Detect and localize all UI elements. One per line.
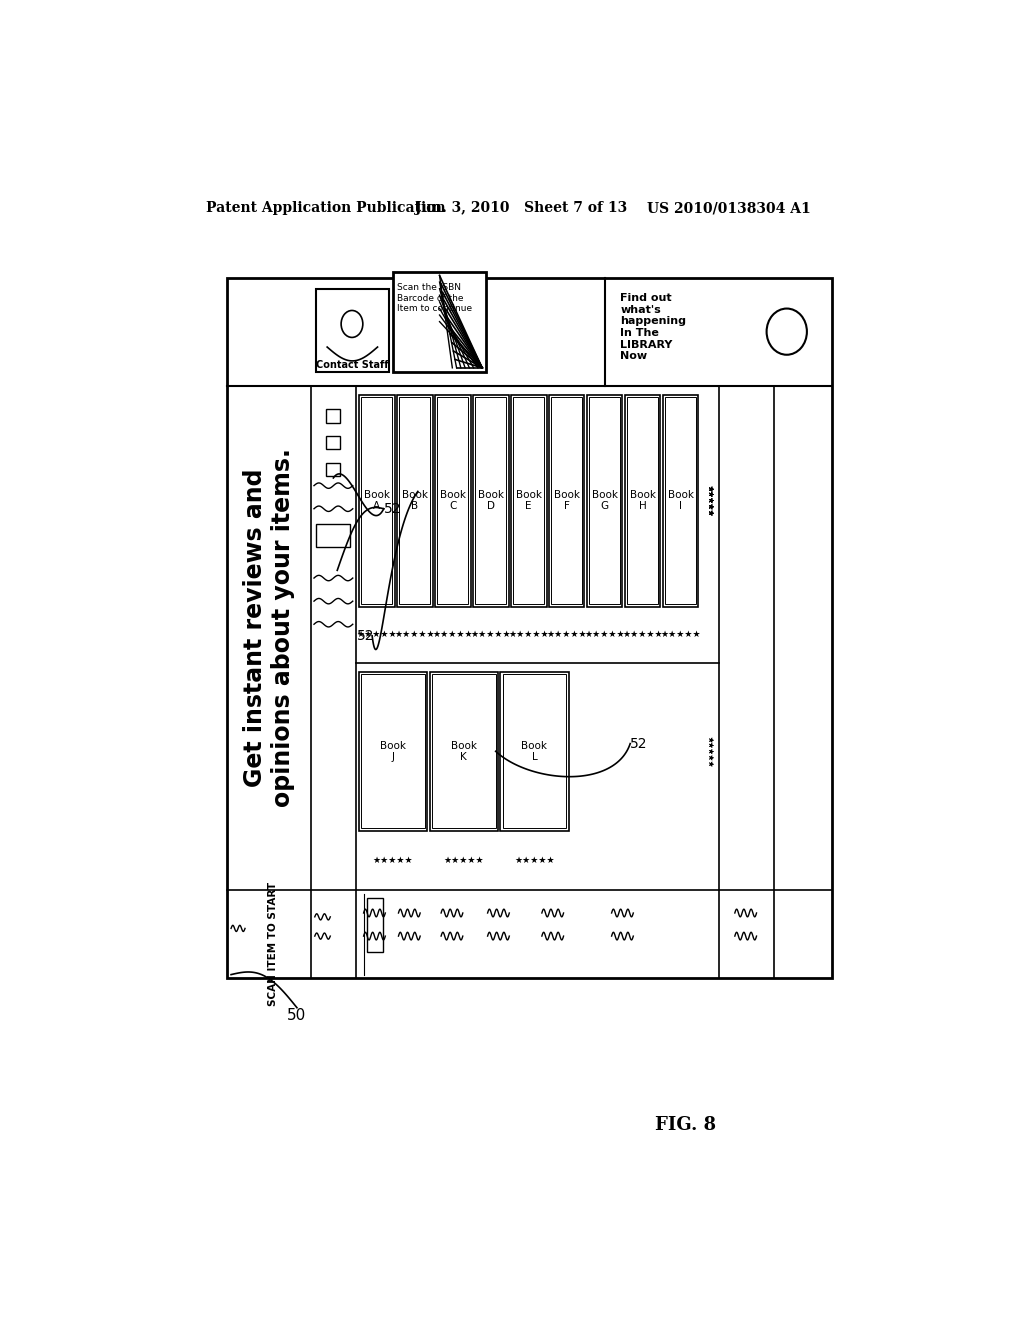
Text: Book
C: Book C — [439, 490, 466, 511]
Bar — [399, 397, 430, 605]
Text: Book
I: Book I — [668, 490, 693, 511]
Text: Find out
what's
happening
In The
LIBRARY
Now: Find out what's happening In The LIBRARY… — [621, 293, 686, 362]
Text: Book
H: Book H — [630, 490, 655, 511]
Bar — [665, 397, 696, 605]
Text: ★★★★★: ★★★★★ — [707, 484, 713, 516]
Bar — [316, 524, 350, 548]
Bar — [393, 272, 486, 372]
Ellipse shape — [341, 310, 362, 338]
Text: ★★★★★: ★★★★★ — [373, 855, 414, 865]
Text: Book
K: Book K — [451, 741, 477, 762]
Text: ★★★★★: ★★★★★ — [432, 630, 473, 639]
Text: ★★★★★: ★★★★★ — [707, 484, 713, 516]
Bar — [361, 675, 425, 829]
Bar — [359, 395, 394, 607]
Text: SCAN ITEM TO START: SCAN ITEM TO START — [268, 882, 278, 1006]
Bar — [551, 397, 583, 605]
Text: ★★★★★: ★★★★★ — [514, 855, 555, 865]
Text: ★★★★★: ★★★★★ — [508, 630, 549, 639]
Text: ★★★★★: ★★★★★ — [356, 630, 397, 639]
Bar — [625, 395, 660, 607]
Text: Book
F: Book F — [554, 490, 580, 511]
Text: Patent Application Publication: Patent Application Publication — [206, 202, 445, 215]
Text: ★★★★★: ★★★★★ — [443, 855, 484, 865]
Bar — [432, 675, 496, 829]
Text: 52: 52 — [630, 737, 648, 751]
Bar — [430, 672, 498, 830]
Bar — [397, 395, 432, 607]
Bar — [315, 289, 389, 372]
Text: 52: 52 — [384, 502, 401, 516]
Text: 50: 50 — [288, 1008, 306, 1023]
Bar — [359, 672, 427, 830]
Text: ★★★★★: ★★★★★ — [707, 484, 713, 516]
Text: Contact Staff: Contact Staff — [315, 360, 388, 370]
Bar — [437, 397, 468, 605]
Bar — [327, 436, 340, 449]
Bar — [327, 409, 340, 422]
Text: ★★★★★: ★★★★★ — [707, 735, 713, 767]
Text: Jun. 3, 2010   Sheet 7 of 13: Jun. 3, 2010 Sheet 7 of 13 — [415, 202, 627, 215]
Bar — [475, 397, 506, 605]
Text: ★★★★★: ★★★★★ — [547, 630, 587, 639]
Bar — [435, 395, 471, 607]
Text: ★★★★★: ★★★★★ — [394, 630, 435, 639]
Text: ★★★★★: ★★★★★ — [585, 630, 625, 639]
Text: ★★★★★: ★★★★★ — [660, 630, 700, 639]
Bar — [549, 395, 585, 607]
Bar — [473, 395, 509, 607]
Text: ★★★★★: ★★★★★ — [707, 484, 713, 516]
Text: ★★★★★: ★★★★★ — [707, 484, 713, 516]
Bar — [627, 397, 658, 605]
Text: Book
B: Book B — [401, 490, 428, 511]
Text: ★★★★★: ★★★★★ — [707, 484, 713, 516]
Text: ★★★★★: ★★★★★ — [707, 484, 713, 516]
Bar — [227, 277, 831, 978]
Text: Book
G: Book G — [592, 490, 617, 511]
Text: Book
L: Book L — [521, 741, 548, 762]
Text: ★★★★★: ★★★★★ — [623, 630, 663, 639]
Text: Book
A: Book A — [364, 490, 390, 511]
Text: ★★★★★: ★★★★★ — [470, 630, 511, 639]
Bar — [368, 898, 383, 952]
Bar — [501, 672, 568, 830]
Text: US 2010/0138304 A1: US 2010/0138304 A1 — [647, 202, 811, 215]
Text: ★★★★★: ★★★★★ — [707, 735, 713, 767]
Text: Scan the ISBN
Barcode of the
Item to continue: Scan the ISBN Barcode of the Item to con… — [397, 284, 472, 313]
Text: FIG. 8: FIG. 8 — [655, 1115, 717, 1134]
Text: Get instant reviews and
opinions about your items.: Get instant reviews and opinions about y… — [243, 449, 295, 807]
Text: ★★★★★: ★★★★★ — [707, 484, 713, 516]
Bar — [503, 675, 566, 829]
Text: Book
D: Book D — [478, 490, 504, 511]
Bar — [327, 462, 340, 477]
Bar — [361, 397, 392, 605]
Bar — [513, 397, 544, 605]
Text: 52: 52 — [356, 628, 374, 643]
Bar — [511, 395, 547, 607]
Bar — [587, 395, 623, 607]
Text: ★★★★★: ★★★★★ — [707, 484, 713, 516]
Bar — [663, 395, 698, 607]
Text: Book
E: Book E — [516, 490, 542, 511]
Text: ★★★★★: ★★★★★ — [707, 735, 713, 767]
Ellipse shape — [767, 309, 807, 355]
Text: Book
J: Book J — [380, 741, 407, 762]
Bar — [589, 397, 621, 605]
